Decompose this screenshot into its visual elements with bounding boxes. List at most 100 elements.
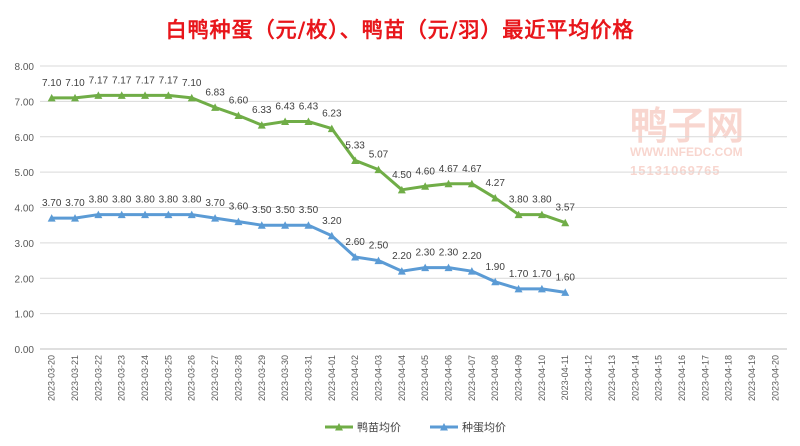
- data-point: [537, 210, 546, 219]
- data-label: 6.83: [205, 87, 225, 98]
- data-label: 3.80: [112, 195, 132, 206]
- data-label: 4.67: [462, 164, 482, 175]
- data-point: [444, 179, 453, 188]
- data-point: [397, 185, 406, 194]
- data-label: 7.17: [135, 75, 155, 86]
- data-label: 6.33: [252, 105, 272, 116]
- data-label: 4.50: [392, 170, 412, 181]
- x-tick-label: 2023-03-29: [257, 355, 267, 401]
- data-label: 3.80: [135, 195, 155, 206]
- x-tick-label: 2023-04-16: [677, 355, 687, 401]
- data-label: 2.30: [415, 248, 435, 259]
- y-tick-label: 5.00: [15, 168, 35, 179]
- legend-marker: [440, 423, 448, 431]
- data-point: [281, 117, 290, 126]
- data-point: [234, 217, 243, 226]
- data-point: [117, 210, 126, 219]
- data-label: 6.43: [275, 102, 295, 113]
- x-tick-label: 2023-04-02: [350, 355, 360, 401]
- data-point: [164, 210, 173, 219]
- data-point: [351, 156, 360, 164]
- data-point: [491, 277, 500, 286]
- data-point: [257, 221, 266, 229]
- data-point: [141, 210, 150, 219]
- data-point: [491, 193, 500, 202]
- x-tick-label: 2023-03-25: [163, 355, 173, 401]
- x-tick-label: 2023-04-06: [444, 355, 454, 401]
- data-point: [304, 117, 313, 126]
- data-point: [71, 214, 80, 222]
- y-tick-label: 7.00: [15, 97, 35, 108]
- y-tick-label: 1.00: [15, 310, 35, 321]
- data-point: [164, 91, 173, 99]
- legend-marker: [335, 423, 343, 431]
- x-tick-label: 2023-04-09: [514, 355, 524, 401]
- data-point: [257, 121, 266, 129]
- data-point: [327, 124, 336, 133]
- x-tick-label: 2023-04-18: [724, 355, 734, 401]
- data-label: 3.50: [252, 205, 272, 216]
- data-point: [211, 214, 220, 222]
- data-point: [327, 231, 336, 240]
- x-tick-label: 2023-04-07: [467, 355, 477, 401]
- data-label: 5.07: [369, 150, 389, 161]
- x-tick-label: 2023-04-08: [490, 355, 500, 401]
- data-label: 7.17: [159, 75, 179, 86]
- x-tick-label: 2023-03-23: [117, 355, 127, 401]
- data-label: 2.50: [369, 241, 389, 252]
- legend-label: 鸭苗均价: [357, 421, 401, 434]
- data-label: 3.80: [532, 195, 552, 206]
- data-label: 4.67: [439, 164, 459, 175]
- data-label: 6.43: [299, 102, 319, 113]
- x-tick-label: 2023-03-27: [210, 355, 220, 401]
- data-point: [561, 288, 570, 296]
- data-point: [281, 221, 290, 229]
- x-tick-label: 2023-03-28: [233, 355, 243, 401]
- data-point: [374, 256, 383, 265]
- data-label: 3.70: [205, 198, 225, 209]
- x-tick-label: 2023-04-11: [560, 355, 570, 400]
- data-point: [467, 267, 476, 275]
- x-tick-label: 2023-03-21: [70, 355, 80, 401]
- data-label: 3.80: [159, 195, 179, 206]
- x-tick-label: 2023-04-12: [584, 355, 594, 401]
- x-tick-label: 2023-04-19: [747, 355, 757, 401]
- data-point: [234, 111, 243, 120]
- data-point: [467, 179, 476, 188]
- x-tick-label: 2023-04-05: [420, 355, 430, 401]
- data-point: [94, 210, 103, 219]
- x-tick-label: 2023-04-15: [654, 355, 664, 401]
- data-label: 2.60: [345, 237, 365, 248]
- y-tick-label: 4.00: [15, 204, 35, 215]
- data-label: 3.80: [182, 195, 202, 206]
- data-label: 7.17: [112, 75, 132, 86]
- data-label: 4.60: [415, 166, 435, 177]
- x-tick-label: 2023-03-30: [280, 355, 290, 401]
- chart-title: 白鸭种蛋（元/枚）、鸭苗（元/羽）最近平均价格: [165, 18, 635, 42]
- data-point: [514, 284, 523, 293]
- watermark-brand: 鸭子网: [630, 106, 745, 148]
- data-point: [537, 284, 546, 293]
- x-tick-label: 2023-04-20: [770, 355, 780, 401]
- data-label: 3.70: [65, 198, 85, 209]
- data-label: 3.20: [322, 216, 342, 227]
- y-tick-label: 8.00: [15, 62, 35, 73]
- data-label: 3.80: [509, 195, 529, 206]
- data-label: 2.20: [462, 251, 482, 262]
- data-point: [351, 253, 360, 261]
- data-label: 2.30: [439, 248, 459, 259]
- y-tick-label: 2.00: [15, 274, 35, 285]
- data-label: 3.70: [42, 198, 62, 209]
- data-label: 3.50: [299, 205, 319, 216]
- data-label: 2.20: [392, 251, 412, 262]
- legend-label: 种蛋均价: [462, 420, 506, 434]
- x-tick-label: 2023-04-04: [397, 355, 407, 401]
- data-label: 7.10: [182, 78, 202, 89]
- data-label: 5.33: [345, 140, 365, 151]
- x-tick-label: 2023-04-01: [327, 355, 337, 401]
- y-tick-label: 0.00: [15, 345, 35, 356]
- data-label: 7.17: [89, 75, 109, 86]
- x-tick-label: 2023-04-17: [700, 355, 710, 401]
